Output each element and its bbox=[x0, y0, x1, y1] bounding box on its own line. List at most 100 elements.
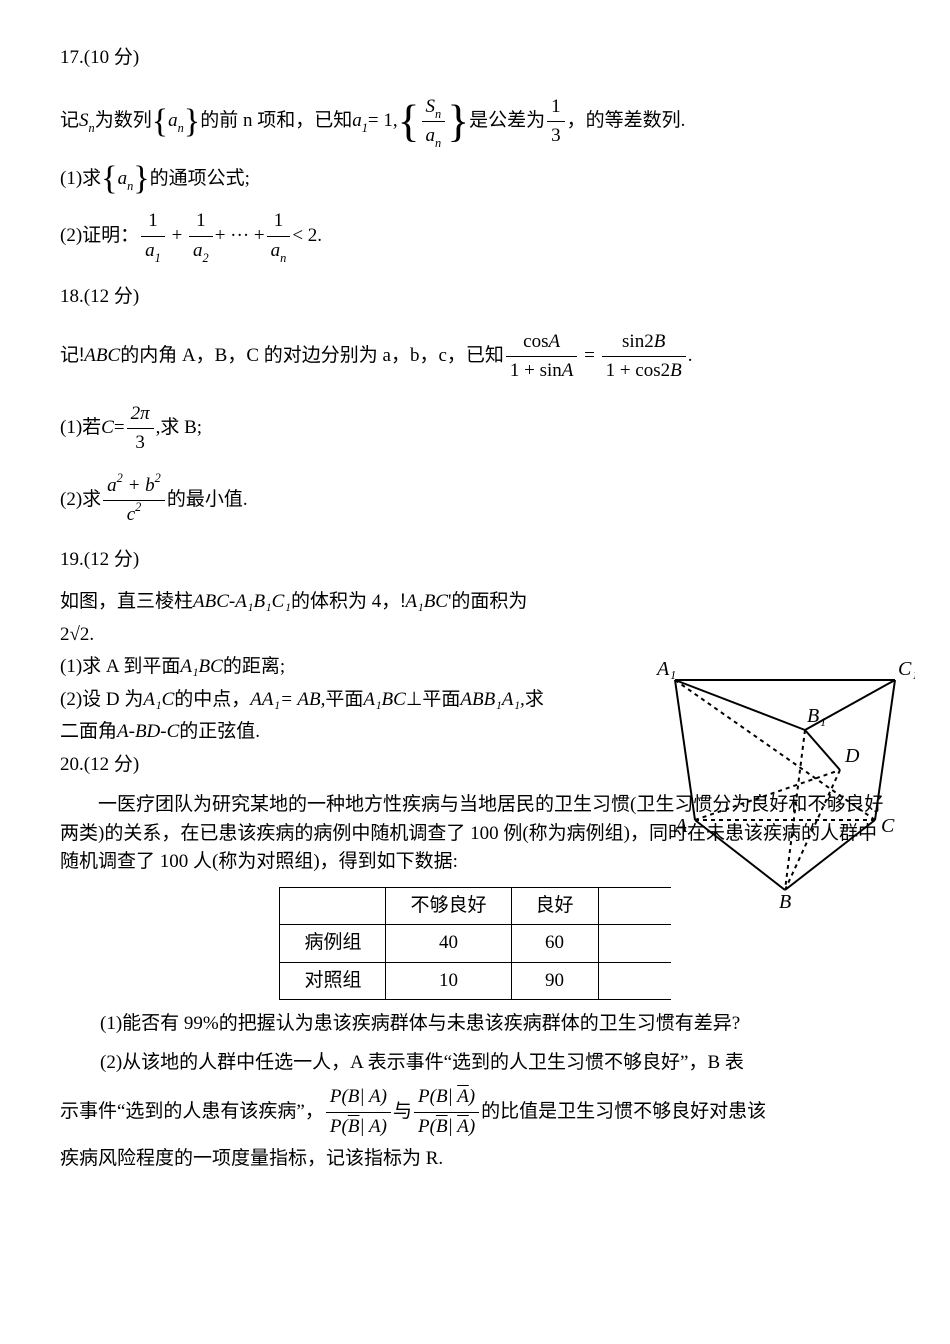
t: 的中点， bbox=[174, 686, 250, 715]
t: (2)设 D 为 bbox=[60, 686, 143, 715]
t: 的最小值. bbox=[167, 486, 248, 515]
text: 19.(12 分) bbox=[60, 546, 139, 575]
q18-sub2: (2)求 a2 + b2 c2 的最小值. bbox=[60, 472, 890, 530]
table-row: 病例组 40 60 bbox=[280, 925, 671, 963]
cell-r2l: 对照组 bbox=[280, 962, 386, 1000]
t: 示事件“选到的人患有该疾病”， bbox=[60, 1098, 324, 1127]
q17-line1: 记 Sn 为数列 { an } 的前 n 项和，已知 a1 = 1, { Sn … bbox=[60, 93, 890, 151]
q18-line1: 记 ! ABC 的内角 A，B，C 的对边分别为 a，b，c，已知 cosA 1… bbox=[60, 328, 890, 386]
t: 如图，直三棱柱 bbox=[60, 588, 193, 617]
rhs-frac: sin2B 1 + cos2B bbox=[602, 328, 686, 386]
A1BC2: A₁BC bbox=[180, 653, 223, 682]
ratio1: P(B| A) P(B| A) bbox=[326, 1083, 391, 1141]
label-A: A bbox=[673, 815, 688, 837]
cell-r2c2: 90 bbox=[511, 962, 598, 1000]
t: (1)若 bbox=[60, 414, 101, 443]
t: ，的等差数列. bbox=[567, 107, 686, 136]
t: 的比值是卫生习惯不够良好对患该 bbox=[481, 1098, 766, 1127]
ab-c-frac: a2 + b2 c2 bbox=[103, 472, 165, 530]
set-an2: { an } bbox=[101, 165, 150, 194]
A1C: A₁C bbox=[143, 686, 174, 715]
prism-figure: A₁ B₁ C₁ A B C D bbox=[655, 650, 915, 910]
label-D: D bbox=[844, 745, 860, 767]
t: 平面 bbox=[422, 686, 460, 715]
cell-empty bbox=[598, 925, 671, 963]
q19-line1: 如图，直三棱柱 ABC - A₁B₁C₁ 的体积为 4， ! A₁BC '的面积… bbox=[60, 588, 890, 617]
a1: a1 bbox=[352, 107, 368, 136]
q17-heading: 17.(10 分) bbox=[60, 44, 890, 73]
set-an: { an } bbox=[152, 107, 201, 136]
cell-r2c1: 10 bbox=[386, 962, 511, 1000]
t: 是公差为 bbox=[469, 107, 545, 136]
Sn: Sn bbox=[79, 107, 95, 136]
ABC: ABC bbox=[84, 342, 120, 371]
label-C: C bbox=[881, 815, 895, 837]
BD: BD bbox=[135, 718, 160, 747]
AA1: AA₁ bbox=[250, 686, 280, 715]
sqrt: 2√2. bbox=[60, 621, 94, 650]
t: 求 bbox=[525, 686, 544, 715]
t: 平面 bbox=[325, 686, 363, 715]
cell-empty bbox=[598, 962, 671, 1000]
t: (1)求 A 到平面 bbox=[60, 653, 180, 682]
dot: . bbox=[688, 342, 693, 371]
t: 的距离; bbox=[223, 653, 285, 682]
label-B: B bbox=[779, 891, 791, 910]
one-third: 1 3 bbox=[547, 93, 565, 151]
eq: = 1, bbox=[368, 107, 398, 136]
eq: = bbox=[114, 414, 125, 443]
ABC: ABC bbox=[193, 588, 229, 617]
t: 的内角 A，B，C 的对边分别为 a，b，c，已知 bbox=[120, 342, 504, 371]
A1B1C1: A₁B₁C₁ bbox=[235, 588, 291, 617]
text: 17.(10 分) bbox=[60, 44, 139, 73]
t: 记 bbox=[60, 342, 79, 371]
eqAB: = AB, bbox=[280, 686, 325, 715]
t: (2)求 bbox=[60, 486, 101, 515]
t: 的正弦值. bbox=[179, 718, 260, 747]
t: (1)能否有 99%的把握认为患该疾病群体与未患该疾病群体的卫生习惯有差异? bbox=[100, 1010, 740, 1039]
label-A1: A₁ bbox=[655, 658, 676, 680]
label-B1: B₁ bbox=[807, 705, 826, 727]
cell-r1c1: 40 bbox=[386, 925, 511, 963]
and: 与 bbox=[393, 1098, 412, 1127]
cell-r1l: 病例组 bbox=[280, 925, 386, 963]
ratio2: P(B| A) P(B| A) bbox=[414, 1083, 479, 1141]
t: (2)证明： bbox=[60, 222, 139, 251]
set-Sn-an: { Sn an } bbox=[398, 93, 469, 151]
t: 二面角 bbox=[60, 718, 117, 747]
f2: 1 a2 bbox=[189, 207, 213, 265]
perp: ⊥ bbox=[406, 686, 423, 715]
A: A bbox=[117, 718, 129, 747]
t: (1)求 bbox=[60, 165, 101, 194]
dots: + ··· + bbox=[215, 222, 265, 251]
q20-sub2c: 疾病风险程度的一项度量指标，记该指标为 R. bbox=[60, 1145, 890, 1174]
q20-sub2a: (2)从该地的人群中任选一人，A 表示事件“选到的人卫生习惯不够良好”，B 表 bbox=[60, 1049, 890, 1078]
cell-blank bbox=[280, 887, 386, 925]
q20-sub2b: 示事件“选到的人患有该疾病”， P(B| A) P(B| A) 与 P(B| A… bbox=[60, 1083, 890, 1141]
table-row: 不够良好 良好 bbox=[280, 887, 671, 925]
q18-sub1: (1)若 C = 2π 3 , 求 B; bbox=[60, 400, 890, 458]
t: '的面积为 bbox=[448, 588, 527, 617]
C: C bbox=[101, 414, 114, 443]
cell-r1c2: 60 bbox=[511, 925, 598, 963]
q20-sub1: (1)能否有 99%的把握认为患该疾病群体与未患该疾病群体的卫生习惯有差异? bbox=[60, 1010, 890, 1039]
twopi3: 2π 3 bbox=[127, 400, 154, 458]
q17-sub2: (2)证明： 1 a1 + 1 a2 + ··· + 1 an < 2. bbox=[60, 207, 890, 265]
cell-h1: 不够良好 bbox=[386, 887, 511, 925]
q18-heading: 18.(12 分) bbox=[60, 283, 890, 312]
data-table: 不够良好 良好 病例组 40 60 对照组 10 90 bbox=[279, 887, 670, 1001]
t: 求 B; bbox=[160, 414, 202, 443]
A1BC3: A₁BC bbox=[363, 686, 406, 715]
f1: 1 a1 bbox=[141, 207, 165, 265]
lhs-frac: cosA 1 + sinA bbox=[506, 328, 578, 386]
lt2: < 2. bbox=[292, 222, 322, 251]
table-row: 对照组 10 90 bbox=[280, 962, 671, 1000]
t: 的通项公式; bbox=[150, 165, 250, 194]
ABB1A1: ABB₁A₁, bbox=[460, 686, 524, 715]
t: 疾病风险程度的一项度量指标，记该指标为 R. bbox=[60, 1145, 443, 1174]
text: 18.(12 分) bbox=[60, 283, 139, 312]
q19-line1b: 2√2. bbox=[60, 621, 890, 650]
q17-sub1: (1)求 { an } 的通项公式; bbox=[60, 165, 890, 194]
label-C1: C₁ bbox=[898, 658, 915, 680]
t: 的体积为 4， bbox=[291, 588, 400, 617]
